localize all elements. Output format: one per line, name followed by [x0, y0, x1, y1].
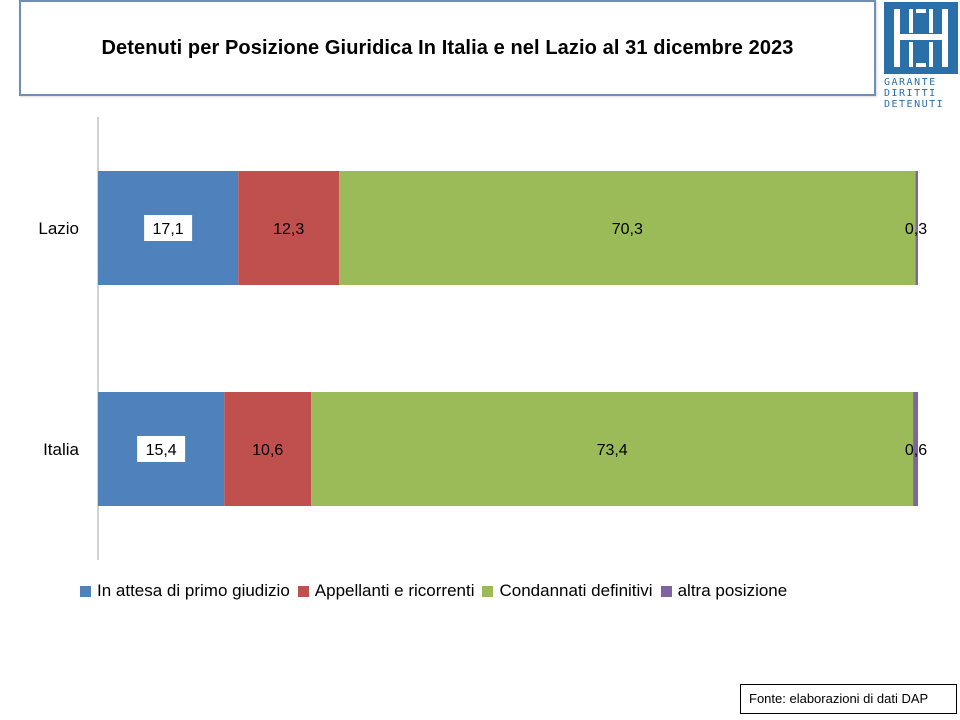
chart-legend: In attesa di primo giudizio Appellanti e… — [80, 581, 795, 601]
data-label-bg-lazio-primo-giudizio — [144, 215, 193, 241]
logo-line-2: DIRITTI — [884, 88, 937, 99]
legend-label-primo-giudizio: In attesa di primo giudizio — [97, 581, 290, 600]
legend-swatch-condannati — [482, 585, 494, 597]
data-label-italia-condannati: 73,4 — [597, 442, 628, 459]
data-label-lazio-altra-posizione: 0,3 — [905, 221, 927, 238]
legend-swatch-altra-posizione — [660, 585, 672, 597]
data-label-bg-italia-primo-giudizio — [137, 436, 186, 462]
category-label-italia: Italia — [43, 440, 79, 459]
legend-swatch-appellanti — [297, 585, 309, 597]
legend-label-altra-posizione: altra posizione — [677, 581, 788, 600]
bar-italia-altra-posizione — [913, 392, 918, 506]
legend-item-appellanti: Appellanti e ricorrenti — [297, 581, 475, 601]
category-label-lazio: Lazio — [38, 219, 79, 238]
stacked-bar-chart: Lazio 17,1 12,3 70,3 0,3 Italia 15,4 10,6 73,4 0,… — [38, 117, 927, 560]
garante-logo-icon — [884, 2, 958, 74]
chart-title: Detenuti per Posizione Giuridica In Ital… — [101, 37, 794, 59]
bar-italia-appellanti — [224, 392, 312, 506]
bar-lazio-altra-posizione — [915, 171, 918, 285]
data-label-lazio-primo-giudizio: 17,1 — [153, 221, 184, 238]
logo-line-1: GARANTE — [884, 77, 937, 88]
source-note: Fonte: elaborazioni di dati DAP — [740, 684, 957, 714]
legend-item-condannati: Condannati definitivi — [482, 581, 653, 601]
logo-line-3: DETENUTI — [884, 99, 945, 110]
bar-lazio-appellanti — [238, 171, 340, 285]
data-label-lazio-appellanti: 12,3 — [273, 221, 304, 238]
data-label-lazio-condannati: 70,3 — [612, 221, 643, 238]
title-box: Detenuti per Posizione Giuridica In Ital… — [19, 0, 876, 96]
legend-label-appellanti: Appellanti e ricorrenti — [314, 581, 475, 600]
legend-swatch-primo-giudizio — [80, 585, 91, 597]
data-label-italia-primo-giudizio: 15,4 — [146, 442, 177, 459]
garante-logo: GARANTE DIRITTI DETENUTI — [882, 2, 960, 110]
bar-italia-condannati — [311, 392, 914, 506]
legend-item-primo-giudizio: In attesa di primo giudizio — [80, 581, 290, 601]
legend-label-condannati: Condannati definitivi — [499, 581, 653, 600]
legend-item-altra-posizione: altra posizione — [660, 581, 788, 601]
data-label-italia-altra-posizione: 0,6 — [905, 442, 927, 459]
data-label-italia-appellanti: 10,6 — [252, 442, 283, 459]
bar-lazio-condannati — [339, 171, 916, 285]
